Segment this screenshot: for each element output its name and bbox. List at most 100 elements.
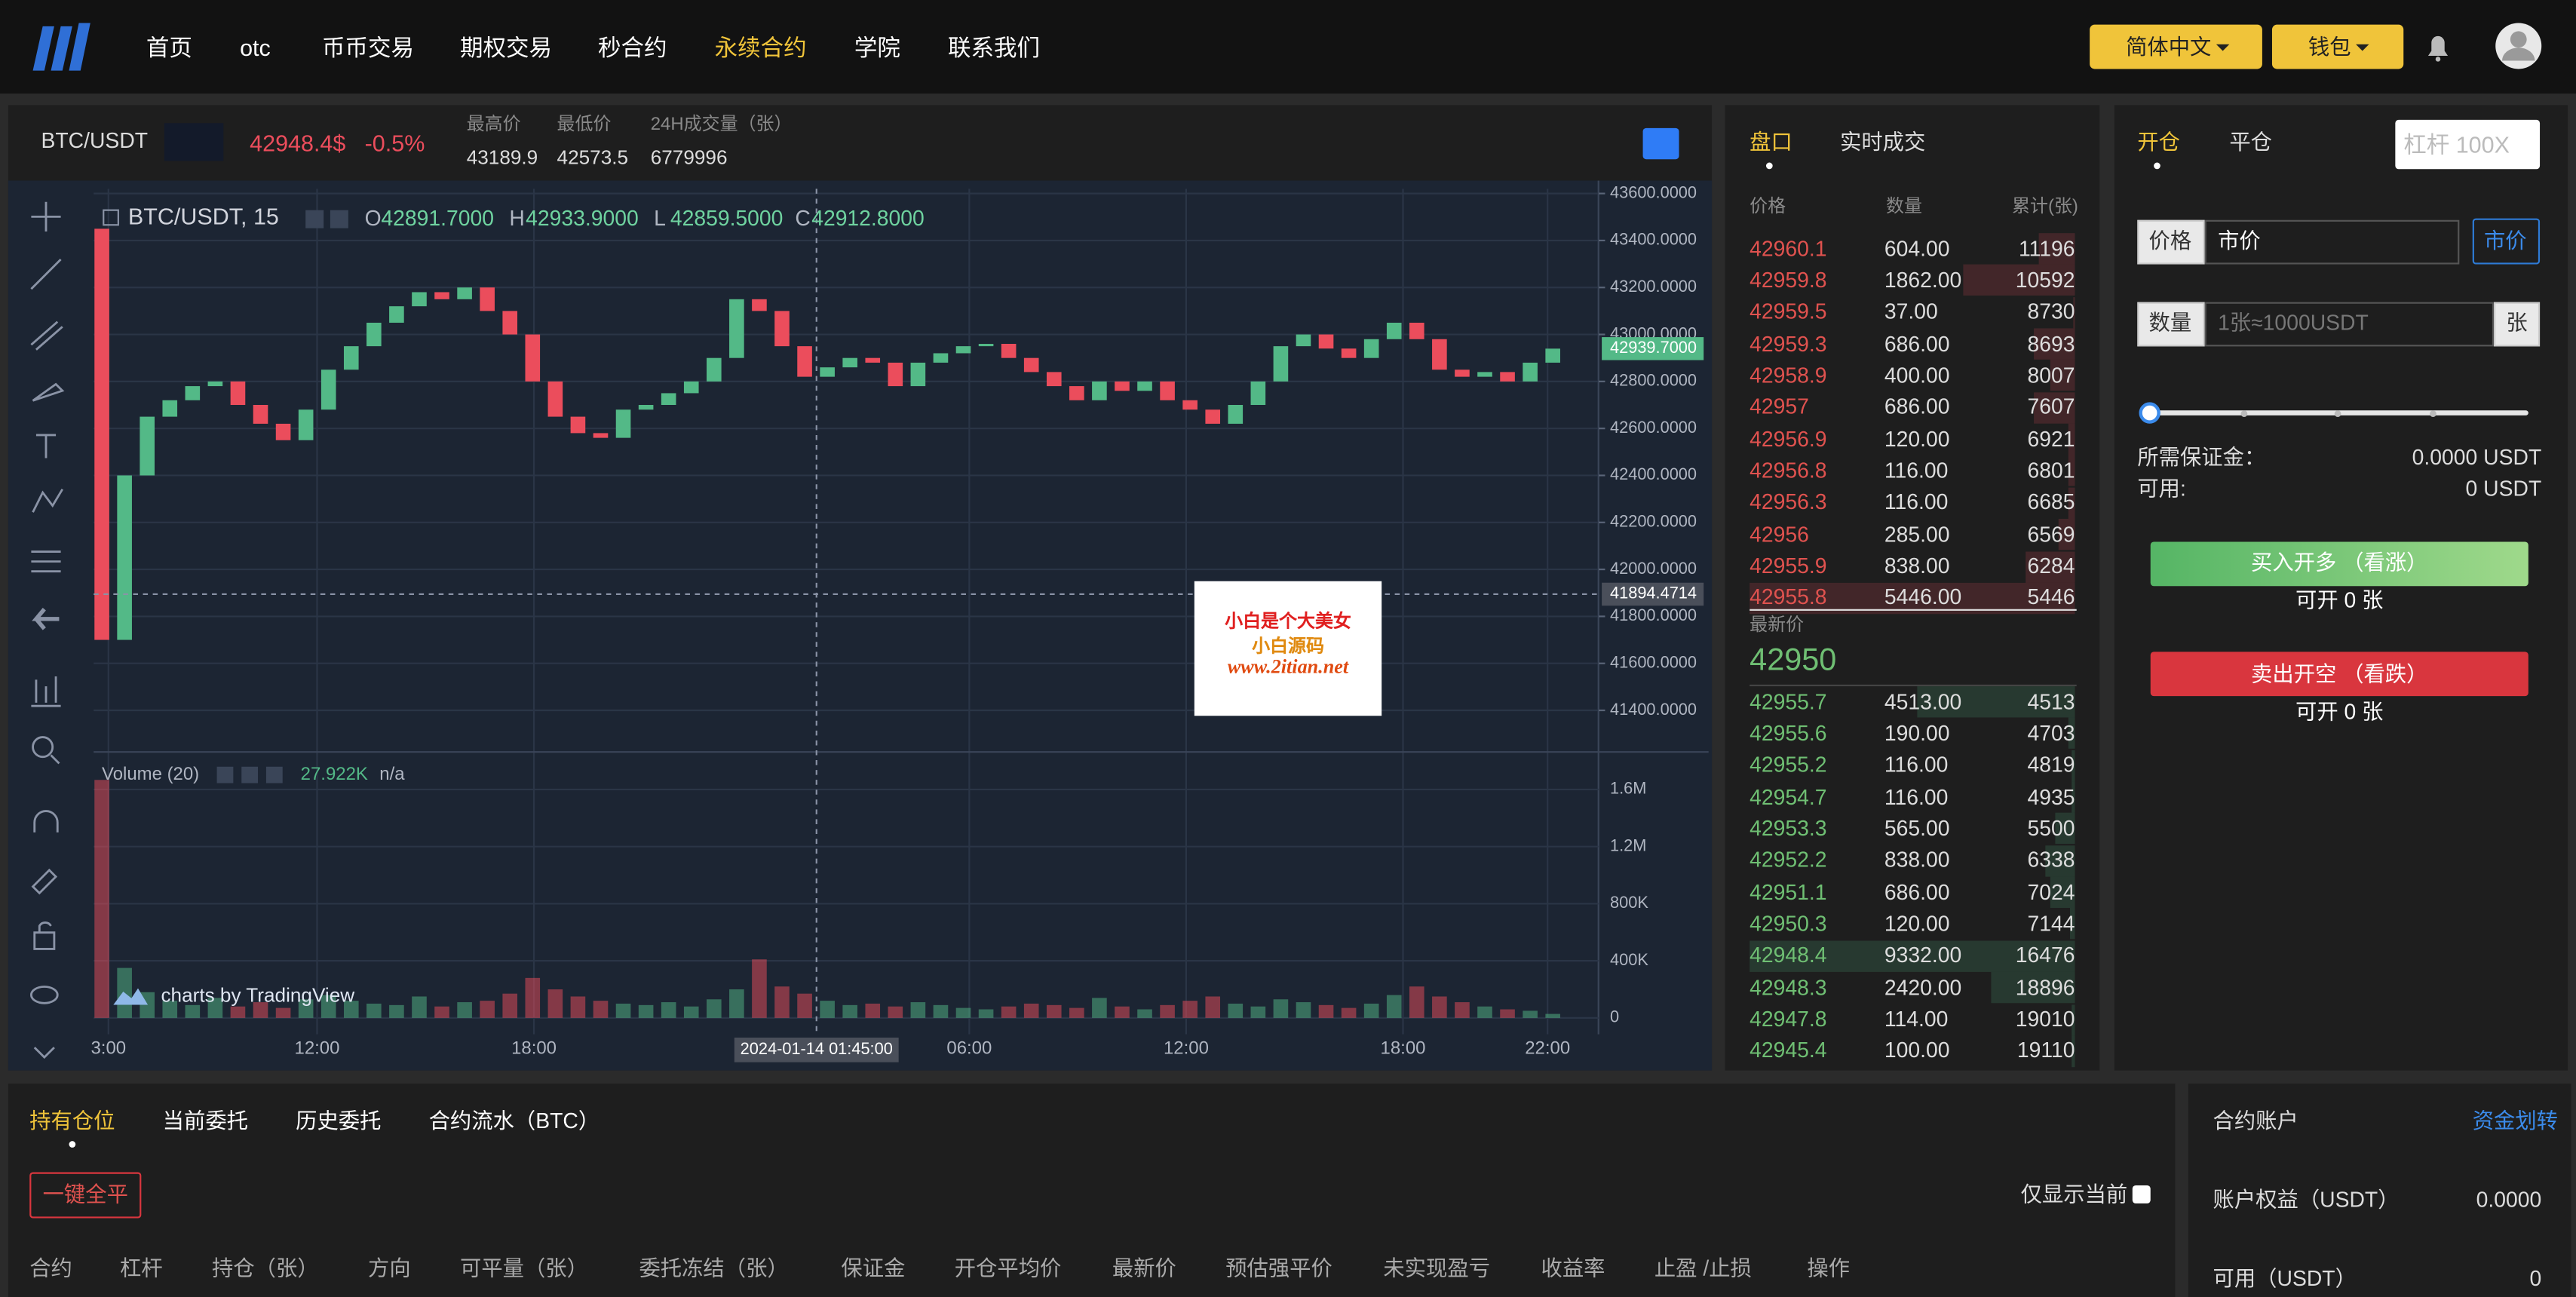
bell-icon[interactable] [2427, 35, 2449, 62]
account-label: 账户权益（USDT） [2213, 1187, 2400, 1212]
price-input[interactable] [2204, 219, 2460, 265]
nav-item[interactable]: 期权交易 [459, 34, 552, 61]
trade-panel [2114, 105, 2568, 1071]
order-quantity: 116.00 [1884, 752, 1949, 777]
candle [253, 405, 268, 424]
nav-item[interactable]: 永续合约 [714, 34, 807, 61]
volume-bar [230, 1006, 246, 1018]
checkbox[interactable] [2132, 1185, 2151, 1203]
candle [933, 353, 949, 363]
caret-icon [2216, 44, 2230, 51]
candle [1341, 348, 1357, 358]
order-cumulative: 6801 [2027, 458, 2075, 483]
pair-selector[interactable] [164, 123, 224, 161]
column-header: 可平量（张） [459, 1256, 588, 1281]
account-label: 可用（USDT） [2213, 1265, 2357, 1291]
depth-bar [1750, 582, 2075, 614]
wallet-button[interactable] [2271, 24, 2404, 69]
close-all-button[interactable] [29, 1172, 142, 1219]
candle [457, 287, 472, 299]
candle [1273, 346, 1289, 382]
volume-bar [412, 996, 427, 1018]
order-price: 42955.6 [1750, 720, 1827, 746]
order-cumulative: 6569 [2027, 521, 2075, 547]
y-tick-label: 800K [1610, 893, 1648, 912]
candle [207, 381, 223, 387]
tab[interactable]: 盘口 [1750, 130, 1792, 155]
nav-item[interactable]: 学院 [854, 34, 900, 61]
order-cumulative: 4935 [2027, 783, 2075, 809]
candle [570, 416, 586, 434]
candle [820, 367, 835, 377]
buy-button[interactable] [2150, 541, 2528, 587]
volume-bar [1023, 1003, 1039, 1018]
column-header: 开仓平均价 [954, 1256, 1062, 1281]
volume-bar [502, 993, 518, 1018]
column-header: 合约 [29, 1256, 72, 1281]
volume-bar [547, 989, 563, 1018]
market-button[interactable] [2472, 218, 2541, 265]
order-quantity: 686.00 [1884, 879, 1950, 904]
transfer-link[interactable]: 资金划转 [2472, 1108, 2559, 1133]
order-book-panel [1725, 105, 2100, 1071]
volume-bar [910, 1002, 926, 1018]
volume-bar [1092, 998, 1107, 1018]
volume-bar [275, 1007, 291, 1018]
volume-bar [185, 1004, 201, 1018]
sell-button[interactable] [2150, 652, 2528, 697]
candle [298, 409, 314, 440]
ohlc-key: L [654, 206, 666, 230]
candle [593, 433, 609, 438]
tab[interactable]: 实时成交 [1839, 130, 1926, 155]
volume-bar [1069, 1007, 1084, 1018]
volume-bar [1205, 996, 1221, 1018]
last-price-label: 最新价 [1750, 615, 1805, 636]
order-quantity: 1862.00 [1884, 267, 1962, 293]
slider-handle[interactable] [2139, 402, 2160, 424]
depth-bar [2025, 550, 2075, 582]
drawing-toolbar[interactable] [29, 201, 65, 1059]
language-button[interactable] [2090, 24, 2262, 69]
account-value: 0.0000 [2476, 1187, 2542, 1212]
volume-bar [638, 1004, 654, 1018]
tab[interactable]: 平仓 [2229, 130, 2272, 155]
order-cumulative: 4819 [2027, 752, 2075, 777]
order-cumulative: 8693 [2027, 330, 2075, 356]
layout-toggle[interactable] [1642, 127, 1679, 160]
nav-item[interactable]: 联系我们 [948, 34, 1041, 61]
order-price: 42948.3 [1750, 974, 1827, 1000]
nav-item[interactable]: 币币交易 [321, 34, 414, 61]
caret-icon [2356, 44, 2369, 51]
avatar[interactable] [2495, 23, 2542, 69]
volume-bar [661, 1002, 676, 1018]
candle [1386, 322, 1402, 339]
tab[interactable]: 开仓 [2137, 130, 2180, 155]
nav-item[interactable]: otc [240, 34, 271, 61]
volume-bar [366, 1003, 382, 1018]
slider-dot [2430, 409, 2436, 416]
leverage-input[interactable] [2395, 119, 2541, 170]
tab[interactable]: 历史委托 [296, 1108, 382, 1133]
order-quantity: 686.00 [1884, 394, 1950, 419]
quantity-input[interactable] [2204, 302, 2495, 347]
tradingview-logo [113, 988, 149, 1005]
input-label: 数量 [2148, 310, 2192, 336]
candle [842, 357, 857, 368]
tab[interactable]: 当前委托 [162, 1108, 248, 1133]
account-value: 0 [2529, 1265, 2542, 1291]
candle [1046, 372, 1062, 387]
y-tick-label: 43400.0000 [1610, 230, 1697, 249]
unit-box [2494, 302, 2541, 347]
nav-item[interactable]: 秒合约 [597, 34, 667, 61]
tab[interactable]: 合约流水（BTC） [428, 1108, 600, 1133]
column-header: 累计(张) [2012, 197, 2078, 217]
tab[interactable]: 持有仓位 [29, 1108, 115, 1133]
volume-bar [1296, 1002, 1311, 1018]
legend-icon [265, 766, 283, 783]
last-price-box [1602, 337, 1704, 360]
attribution: charts by TradingView [161, 983, 354, 1006]
filter-label: 仅显示当前 [2020, 1182, 2128, 1207]
order-quantity: 2420.00 [1884, 974, 1962, 1000]
nav-item[interactable]: 首页 [146, 34, 192, 61]
